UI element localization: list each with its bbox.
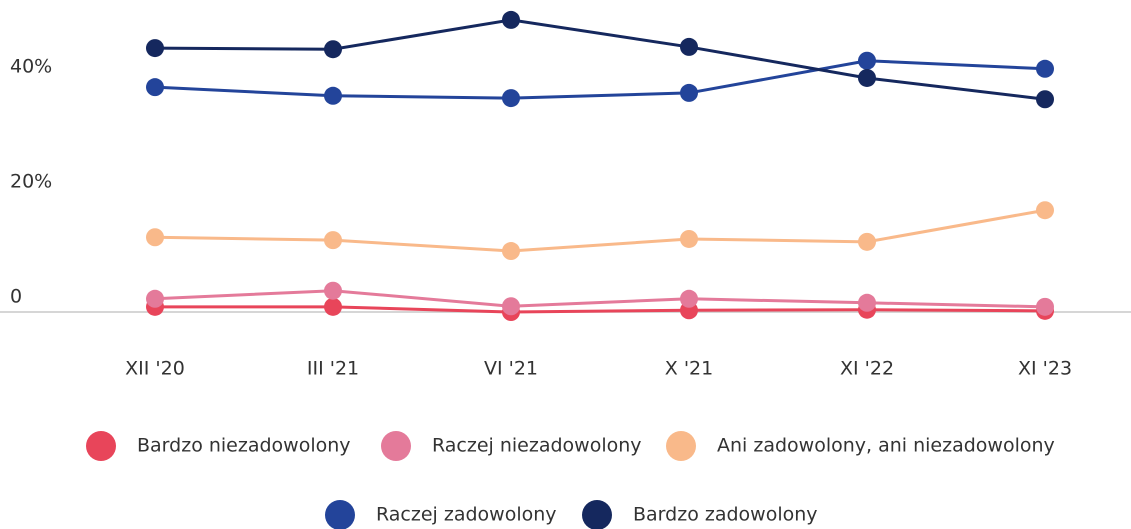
legend-label: Bardzo niezadowolony <box>137 435 351 457</box>
legend-label: Bardzo zadowolony <box>633 504 818 526</box>
point <box>680 229 698 248</box>
point <box>858 293 876 312</box>
point <box>502 10 520 29</box>
legend-marker <box>666 431 696 461</box>
point <box>680 83 698 102</box>
point <box>502 89 520 108</box>
point <box>680 289 698 308</box>
point <box>146 78 164 97</box>
legend-label: Raczej niezadowolony <box>432 435 642 457</box>
legend-marker <box>325 500 355 529</box>
series-line <box>154 208 1046 253</box>
point <box>146 289 164 308</box>
point <box>502 242 520 261</box>
y-tick-label: 40% <box>10 56 52 78</box>
x-tick-label: XI '22 <box>840 358 894 380</box>
x-tick-label: XI '23 <box>1018 358 1072 380</box>
legend-label: Raczej zadowolony <box>376 504 557 526</box>
series-line <box>155 305 1046 314</box>
series-line <box>154 18 1046 101</box>
point <box>324 297 342 316</box>
point <box>146 228 164 247</box>
point <box>680 37 698 56</box>
point <box>324 231 342 250</box>
point <box>502 297 520 316</box>
point <box>1036 59 1054 78</box>
series-line <box>154 59 1046 100</box>
point <box>1036 297 1054 316</box>
legend-marker <box>86 431 116 461</box>
x-tick-label: III '21 <box>307 358 359 380</box>
x-tick-label: VI '21 <box>484 358 538 380</box>
x-tick-label: X '21 <box>665 358 713 380</box>
point <box>324 40 342 59</box>
x-tick-label: XII '20 <box>125 358 185 380</box>
point <box>324 86 342 105</box>
legend-marker <box>381 431 411 461</box>
point <box>324 281 342 300</box>
legend-marker <box>582 500 612 529</box>
point <box>146 39 164 58</box>
point <box>858 51 876 70</box>
point <box>858 68 876 87</box>
point <box>858 232 876 251</box>
point <box>1036 201 1054 220</box>
y-tick-label: 0 <box>10 286 22 308</box>
legend-label: Ani zadowolony, ani niezadowolony <box>717 435 1055 457</box>
point <box>1036 90 1054 109</box>
series-line <box>154 289 1046 309</box>
y-tick-label: 20% <box>10 171 52 193</box>
